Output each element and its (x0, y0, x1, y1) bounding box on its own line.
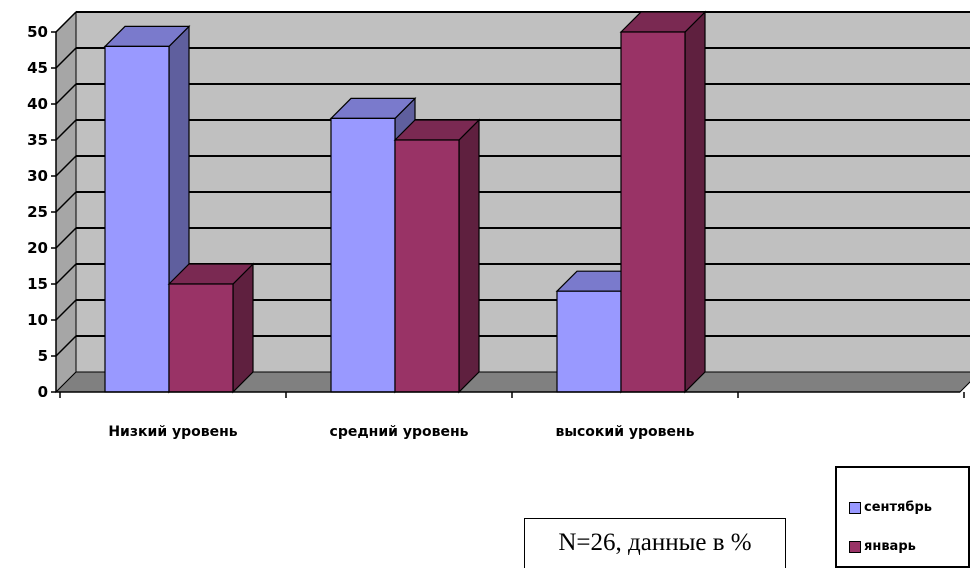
gridline-side (55, 335, 77, 357)
bar (556, 290, 622, 393)
y-tick-label: 15 (27, 275, 48, 293)
legend-swatch-january (849, 540, 861, 553)
legend-item-september: сентябрь (849, 500, 932, 515)
y-tick-label: 25 (27, 203, 48, 221)
y-tick-label: 35 (27, 131, 48, 149)
bar-side (684, 10, 706, 394)
bar (104, 45, 170, 393)
sample-note: N=26, данные в % (524, 518, 786, 568)
bars (103, 10, 707, 394)
y-axis: 0 5 10 15 20 25 30 35 40 45 50 (27, 23, 57, 401)
legend-swatch-september (849, 501, 861, 514)
gridline-side (55, 263, 77, 285)
gridline-side (55, 83, 77, 105)
bar (394, 139, 460, 393)
bar (620, 31, 686, 393)
y-tick-label: 10 (27, 311, 48, 329)
legend-label-september: сентябрь (864, 500, 932, 515)
legend-item-january: январь (849, 539, 916, 554)
x-tick-label: высокий уровень (555, 424, 694, 440)
y-tick-label: 40 (27, 95, 48, 113)
bar (168, 283, 234, 393)
y-tick-label: 50 (27, 23, 48, 41)
y-tick-label: 30 (27, 167, 48, 185)
x-axis: Низкий уровень средний уровень высокий уро… (56, 391, 965, 440)
y-tick-label: 20 (27, 239, 48, 257)
x-tick-label: средний уровень (330, 424, 469, 440)
y-tick-label: 45 (27, 59, 48, 77)
gridlines (55, 11, 970, 357)
gridline-side (55, 155, 77, 177)
gridline-side (55, 191, 77, 213)
legend: сентябрь январь (835, 466, 970, 568)
legend-label-january: январь (864, 539, 916, 554)
y-tick-label: 5 (38, 347, 48, 365)
gridline-side (55, 11, 77, 33)
bar (330, 117, 396, 393)
x-tick-label: Низкий уровень (108, 424, 237, 440)
gridline-side (55, 47, 77, 69)
gridline-side (55, 299, 77, 321)
gridline-side (55, 227, 77, 249)
bar-side (232, 262, 254, 394)
gridline-side (55, 119, 77, 141)
y-tick-label: 0 (38, 383, 48, 401)
bar-side (458, 118, 480, 394)
